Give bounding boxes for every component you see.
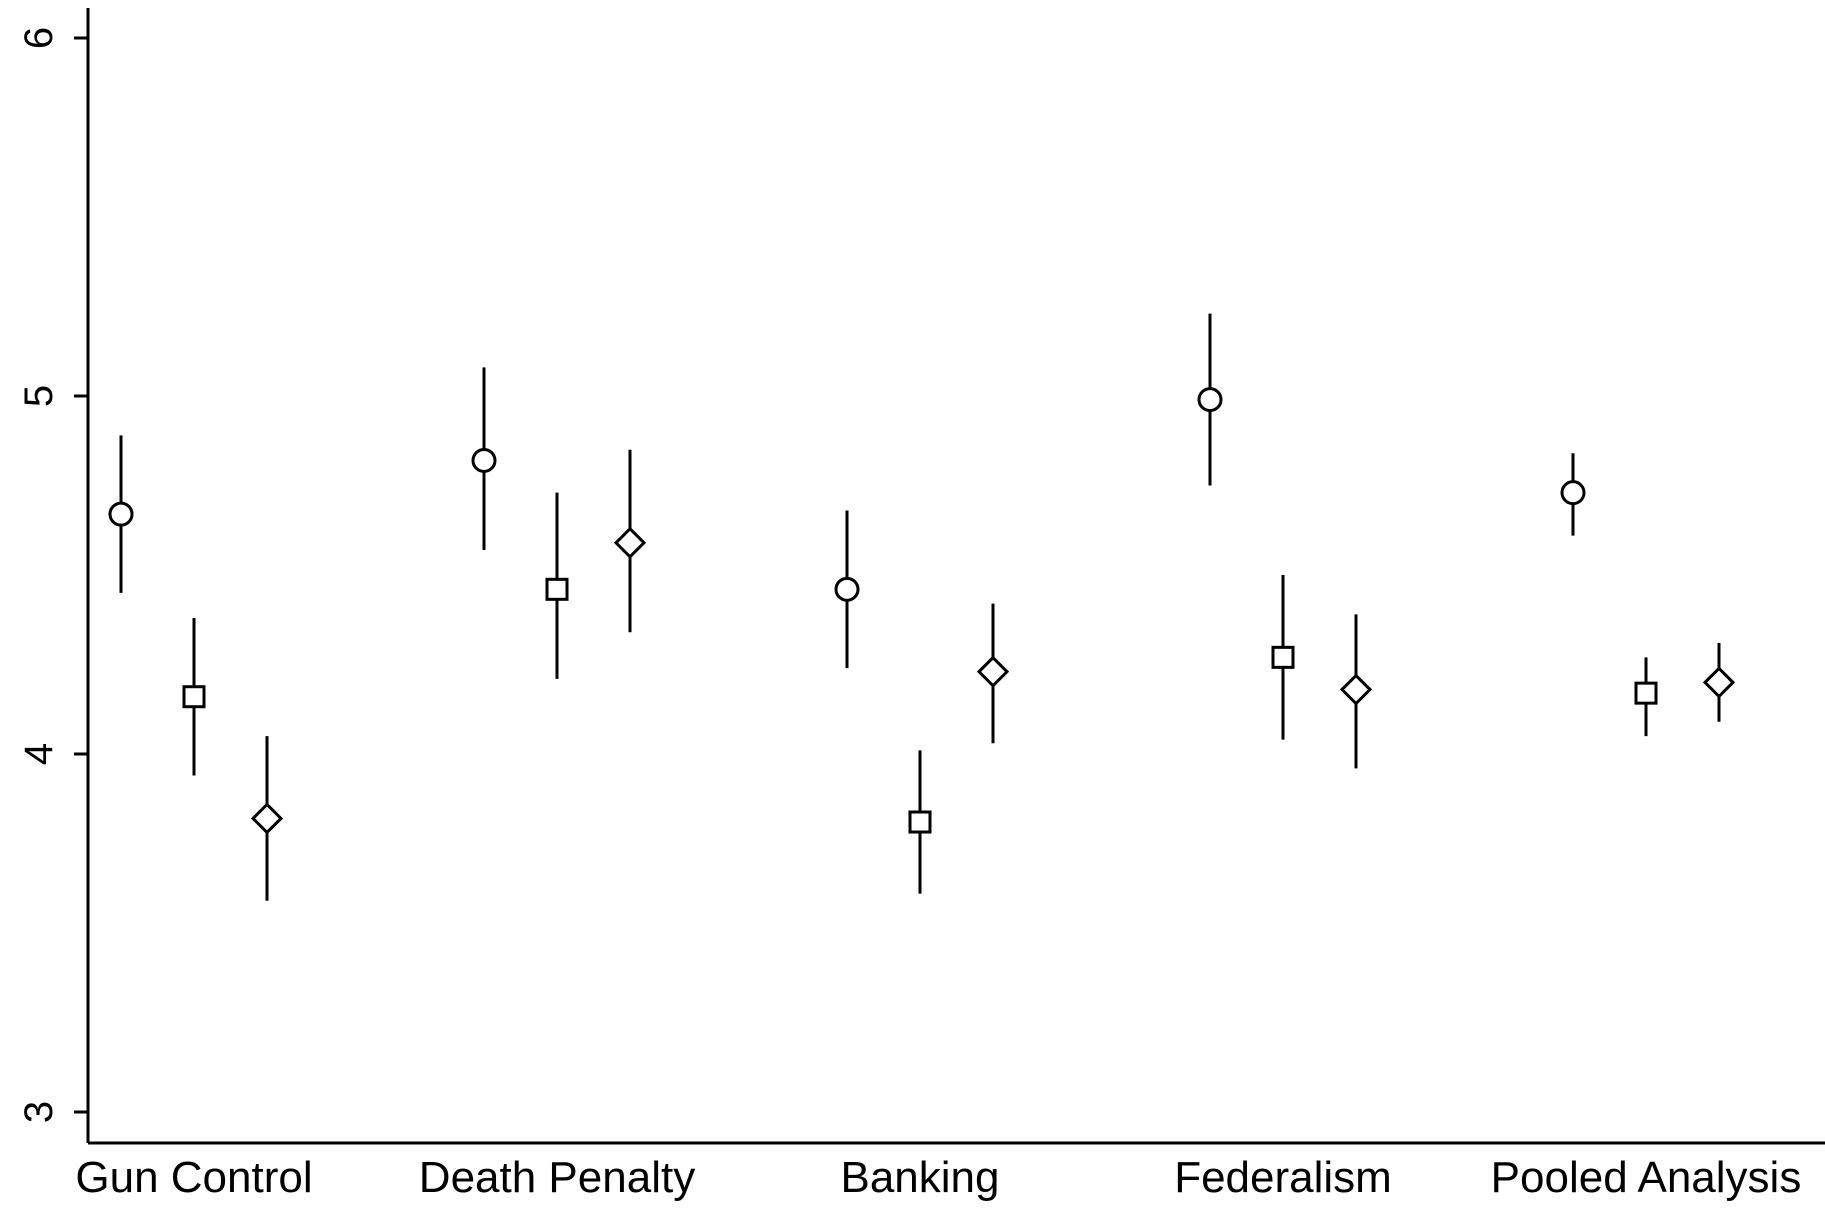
x-label-banking: Banking [840,1153,999,1202]
marker-circle-1 [471,447,497,473]
x-label-pooled-analysis: Pooled Analysis [1491,1153,1802,1202]
axes: 3 4 5 6 [17,8,1825,1145]
marker-diamond-2 [976,655,1010,688]
marker-diamond-3 [1339,673,1373,706]
marker-square-1 [545,577,569,601]
x-label-death-penalty: Death Penalty [419,1153,695,1202]
marker-diamond-0 [250,802,284,835]
marker-square-3 [1271,645,1295,669]
marker-square-2 [908,810,932,834]
marker-diamond-4 [1702,666,1736,699]
x-category-labels: Gun Control Death Penalty Banking Federa… [75,1153,1801,1202]
marker-diamond-1 [613,526,647,559]
x-label-gun-control: Gun Control [75,1153,312,1202]
y-tick-label-3: 3 [17,1101,61,1123]
y-ticks: 3 4 5 6 [17,27,88,1123]
marker-circle-0 [108,501,134,527]
y-tick-label-5: 5 [17,385,61,407]
plot-marks [108,313,1736,901]
x-label-federalism: Federalism [1174,1153,1392,1202]
marker-circle-4 [1560,480,1586,506]
marker-circle-3 [1197,387,1223,413]
marker-square-0 [182,685,206,709]
y-tick-label-6: 6 [17,27,61,49]
marker-circle-2 [834,576,860,602]
y-tick-label-4: 4 [17,743,61,765]
marker-square-4 [1634,681,1658,705]
